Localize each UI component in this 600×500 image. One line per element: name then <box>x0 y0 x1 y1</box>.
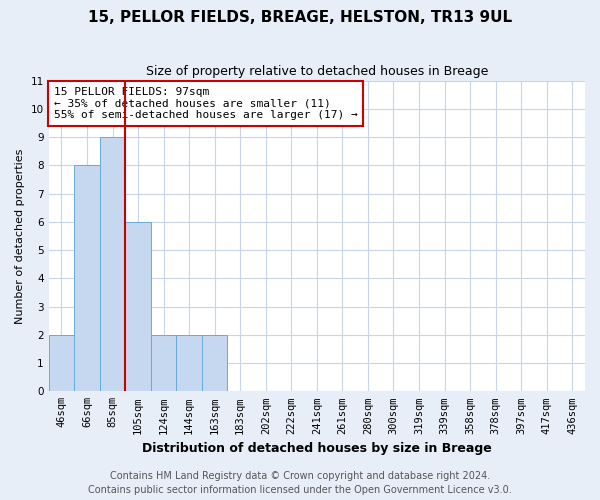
Y-axis label: Number of detached properties: Number of detached properties <box>15 148 25 324</box>
Bar <box>74 166 100 392</box>
Bar <box>49 335 74 392</box>
Bar <box>100 137 125 392</box>
Bar <box>151 335 176 392</box>
X-axis label: Distribution of detached houses by size in Breage: Distribution of detached houses by size … <box>142 442 492 455</box>
Bar <box>176 335 202 392</box>
Text: 15, PELLOR FIELDS, BREAGE, HELSTON, TR13 9UL: 15, PELLOR FIELDS, BREAGE, HELSTON, TR13… <box>88 10 512 25</box>
Text: 15 PELLOR FIELDS: 97sqm
← 35% of detached houses are smaller (11)
55% of semi-de: 15 PELLOR FIELDS: 97sqm ← 35% of detache… <box>54 87 358 120</box>
Bar <box>125 222 151 392</box>
Bar <box>202 335 227 392</box>
Text: Contains HM Land Registry data © Crown copyright and database right 2024.
Contai: Contains HM Land Registry data © Crown c… <box>88 471 512 495</box>
Title: Size of property relative to detached houses in Breage: Size of property relative to detached ho… <box>146 65 488 78</box>
